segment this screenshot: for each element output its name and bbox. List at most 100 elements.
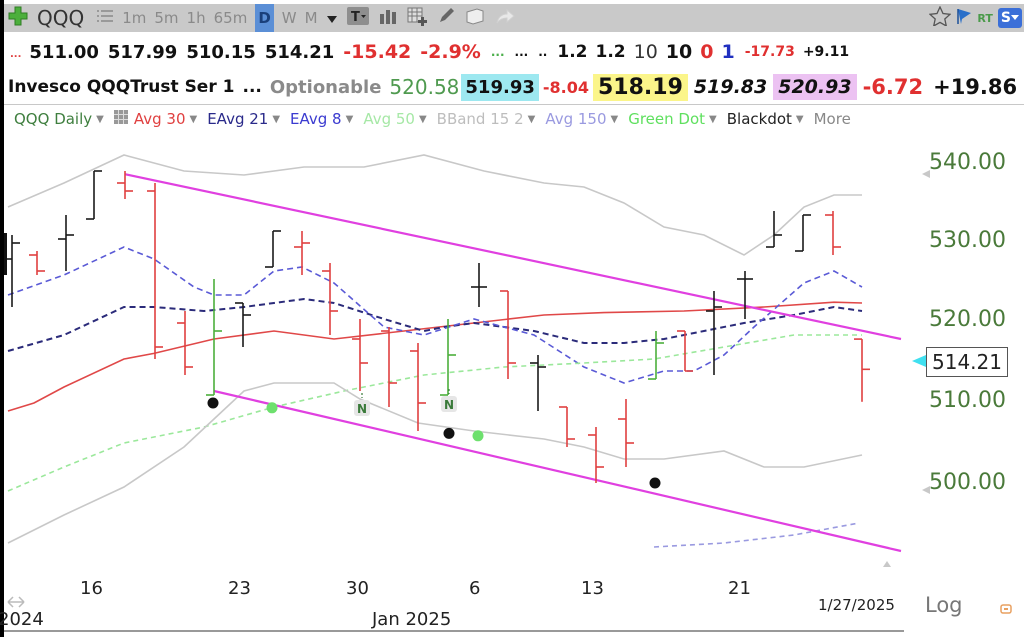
blackdot-marker [207,397,219,409]
legend-item-green-dot[interactable]: Green Dot [628,110,706,128]
low-price: 510.15 [186,41,256,63]
s-menu-icon[interactable]: S [997,8,1022,28]
price-p8: +19.86 [933,75,1018,99]
toolbar: QQQ 1m 5m 1h 65m D W M T [4,4,1024,32]
dots-1: ... [514,45,529,59]
star-icon[interactable] [928,5,952,30]
panel-toggle-icon[interactable] [1000,599,1012,618]
trendline-upper-channel[interactable] [124,173,902,341]
ohlc-bar [58,215,74,271]
quote-row-2: Invesco QQQTrust Ser 1 ... Optionable 52… [4,72,1024,102]
interval-65m[interactable]: 65m [213,9,248,27]
chevron-down-icon[interactable]: ▼ [272,113,281,125]
legend-item-bband-15-2[interactable]: BBand 15 2 [436,110,524,128]
plus-icon[interactable] [8,6,28,30]
ohlc-bar [147,183,163,359]
price-p6: 520.93 [773,74,857,100]
s-menu-label: S [1000,10,1011,26]
change-value: -15.42 [343,41,412,63]
ohlc-bar [795,214,811,252]
stat-v2: 1.2 [595,42,626,62]
chevron-down-icon[interactable]: ▼ [345,113,354,125]
current-price-label: 514.21 [926,347,1008,377]
grid-add-icon[interactable] [407,6,427,30]
ohlc-bar [825,211,841,255]
legend-item-more[interactable]: More [813,110,851,128]
ohlc-bar [471,263,487,307]
partial-bar-edge [4,233,7,275]
blackdot-marker [443,427,455,439]
ohlc-bar [737,271,753,319]
dropdown-arrow-icon[interactable] [326,9,337,28]
legend-item-eavg-21[interactable]: EAvg 21 [207,110,269,128]
trendline-lower-channel[interactable] [213,389,902,553]
n-marker-bg [441,396,457,412]
ohlc-bar [410,343,426,431]
interval-1h[interactable]: 1h [186,9,206,27]
stat-v6: 1 [721,41,735,63]
bar-chart-icon[interactable] [379,8,397,28]
chevron-down-icon[interactable]: ▼ [96,113,104,125]
stat-v5: 0 [700,41,714,63]
change-percent: -2.9% [420,41,481,63]
flag-icon[interactable] [956,7,972,29]
legend-item-avg-150[interactable]: Avg 150 [545,110,607,128]
legend-item-avg-30[interactable]: Avg 30 [133,110,186,128]
chevron-down-icon[interactable]: ▼ [418,113,427,125]
interval-monthly[interactable]: M [304,9,318,27]
legend-item-avg-50[interactable]: Avg 50 [363,110,415,128]
share-arrow-icon[interactable] [495,7,515,29]
folder-icon[interactable] [465,7,485,29]
y-tick-530: 530.00 [929,228,1006,253]
series-avg-150 [653,522,860,548]
y-tick-520: 520.00 [929,307,1006,332]
ohlc-bar [235,302,251,347]
ohlc-bar [206,279,222,396]
legend-item-eavg-8[interactable]: EAvg 8 [290,110,342,128]
ohlc-bar [322,263,338,335]
n-marker-label: N [444,398,454,412]
x-tick-6: 6 [469,578,481,599]
list-icon[interactable] [97,8,114,28]
ohlc-bar [440,319,456,396]
series-avg-30 [7,301,863,412]
stat-v4: 10 [665,41,693,63]
scroll-arrows-icon[interactable] [6,594,26,613]
y-tick-500: 500.00 [929,470,1006,495]
stat-v7: -17.73 [744,44,795,60]
chevron-down-icon[interactable]: ▼ [527,113,536,125]
interval-weekly[interactable]: W [281,9,297,27]
y-tick-540: 540.00 [929,150,1006,175]
chevron-down-icon[interactable]: ▼ [709,113,717,125]
interval-daily[interactable]: D [255,4,274,32]
legend-item-blackdot[interactable]: Blackdot [726,110,792,128]
series-avg-50 [7,334,862,492]
bband-upper-arrow-icon [922,170,930,178]
chevron-down-icon[interactable]: ▼ [189,113,198,125]
x-year-2024: 2024 [0,609,44,630]
scroll-end-arrow-icon[interactable] [883,561,891,567]
header-divider [4,104,1024,105]
text-tool-icon[interactable]: T [346,7,369,29]
grid-icon[interactable] [113,110,128,128]
price-p1: 520.58 [389,75,460,99]
interval-1m[interactable]: 1m [122,9,147,27]
chevron-down-icon[interactable]: ▼ [610,113,619,125]
legend-item-qqq-daily[interactable]: QQQ Daily [14,110,93,128]
chevron-down-icon[interactable]: ▼ [795,113,804,125]
x-tick-30: 30 [346,578,369,599]
stat-v8: +9.11 [802,44,850,60]
ohlc-bar [559,406,575,447]
symbol-input[interactable]: QQQ [37,6,85,30]
series-bband-lower [7,382,863,544]
series-eavg-8 [7,246,863,384]
ohlc-bar [618,399,634,467]
dots-green: ... [490,45,505,59]
pencil-icon[interactable] [437,7,455,29]
price-p5: 519.83 [693,76,768,98]
stat-v1: 1.2 [557,42,588,62]
log-scale-toggle[interactable]: Log [925,593,963,617]
interval-5m[interactable]: 5m [154,9,179,27]
